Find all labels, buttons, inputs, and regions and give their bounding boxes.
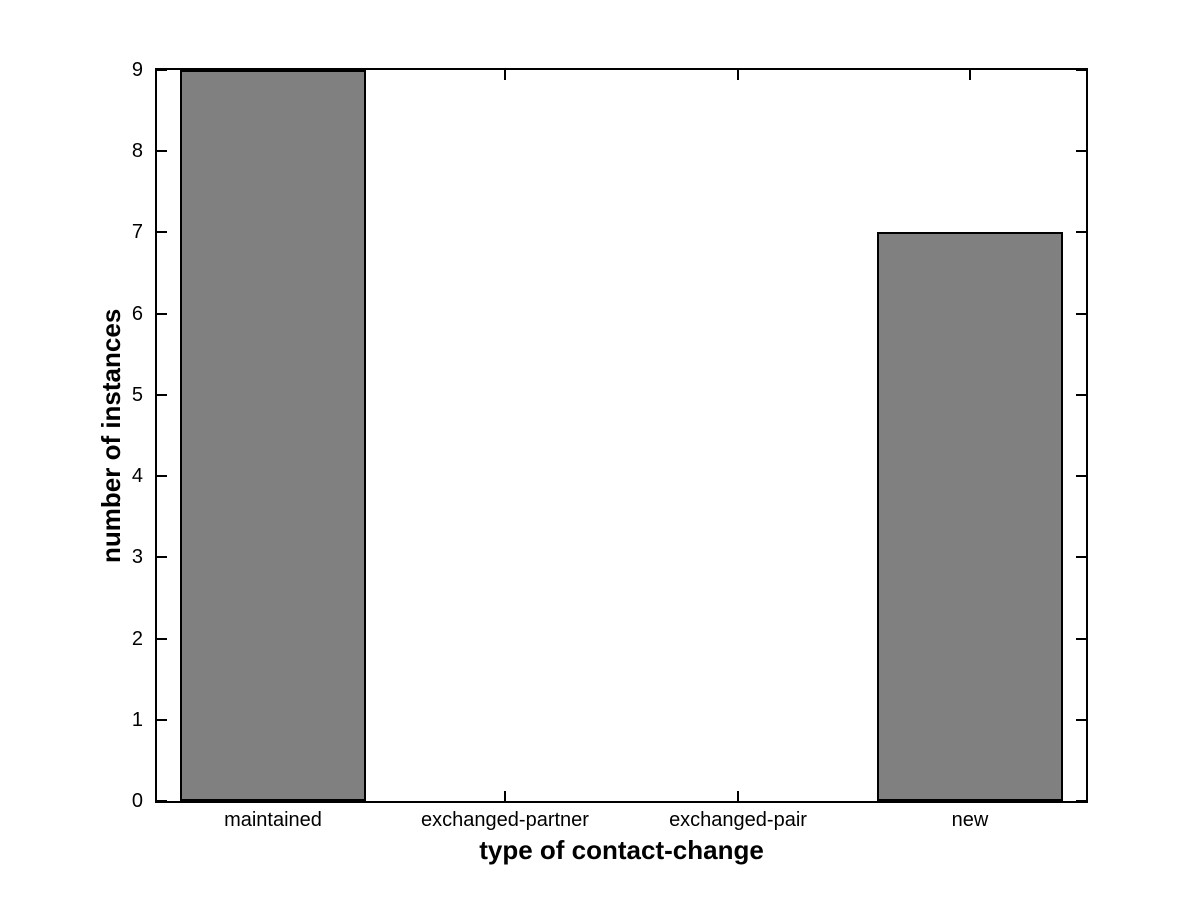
y-tick-right (1076, 394, 1086, 396)
y-tick-right (1076, 313, 1086, 315)
y-tick-left (157, 638, 167, 640)
y-tick-left (157, 231, 167, 233)
y-tick-left (157, 475, 167, 477)
x-tick-label: new (951, 809, 989, 831)
y-tick-right (1076, 231, 1086, 233)
y-axis-label: number of instances (96, 308, 126, 563)
y-tick-right (1076, 719, 1086, 721)
y-tick-label: 6 (131, 303, 143, 325)
y-tick-label: 2 (131, 628, 143, 650)
y-tick-left (157, 719, 167, 721)
y-tick-right (1076, 70, 1086, 71)
y-tick-label: 8 (131, 140, 143, 162)
y-tick-left (157, 150, 167, 152)
y-tick-right (1076, 800, 1086, 801)
y-tick-left (157, 70, 167, 71)
x-tick-top (737, 70, 739, 80)
y-tick-right (1076, 638, 1086, 640)
y-tick-label: 9 (131, 59, 143, 81)
y-tick-left (157, 394, 167, 396)
y-tick-label: 4 (131, 465, 143, 487)
x-axis-label: type of contact-change (479, 835, 764, 865)
plot-area (155, 68, 1088, 803)
y-tick-right (1076, 556, 1086, 558)
x-tick-label: exchanged-partner (421, 809, 589, 831)
x-tick-label: maintained (224, 809, 322, 831)
bar-new (877, 232, 1063, 801)
y-tick-label: 3 (131, 546, 143, 568)
x-tick-bottom (504, 791, 506, 801)
y-tick-left (157, 313, 167, 315)
x-tick-bottom (737, 791, 739, 801)
y-tick-label: 0 (131, 790, 143, 812)
y-tick-label: 1 (131, 709, 143, 731)
y-tick-label: 5 (131, 384, 143, 406)
bar-maintained (180, 70, 366, 801)
y-tick-label: 7 (131, 221, 143, 243)
y-tick-left (157, 556, 167, 558)
y-tick-right (1076, 475, 1086, 477)
x-tick-label: exchanged-pair (669, 809, 807, 831)
y-tick-left (157, 800, 167, 801)
x-tick-top (504, 70, 506, 80)
x-tick-top (969, 70, 971, 80)
y-tick-right (1076, 150, 1086, 152)
